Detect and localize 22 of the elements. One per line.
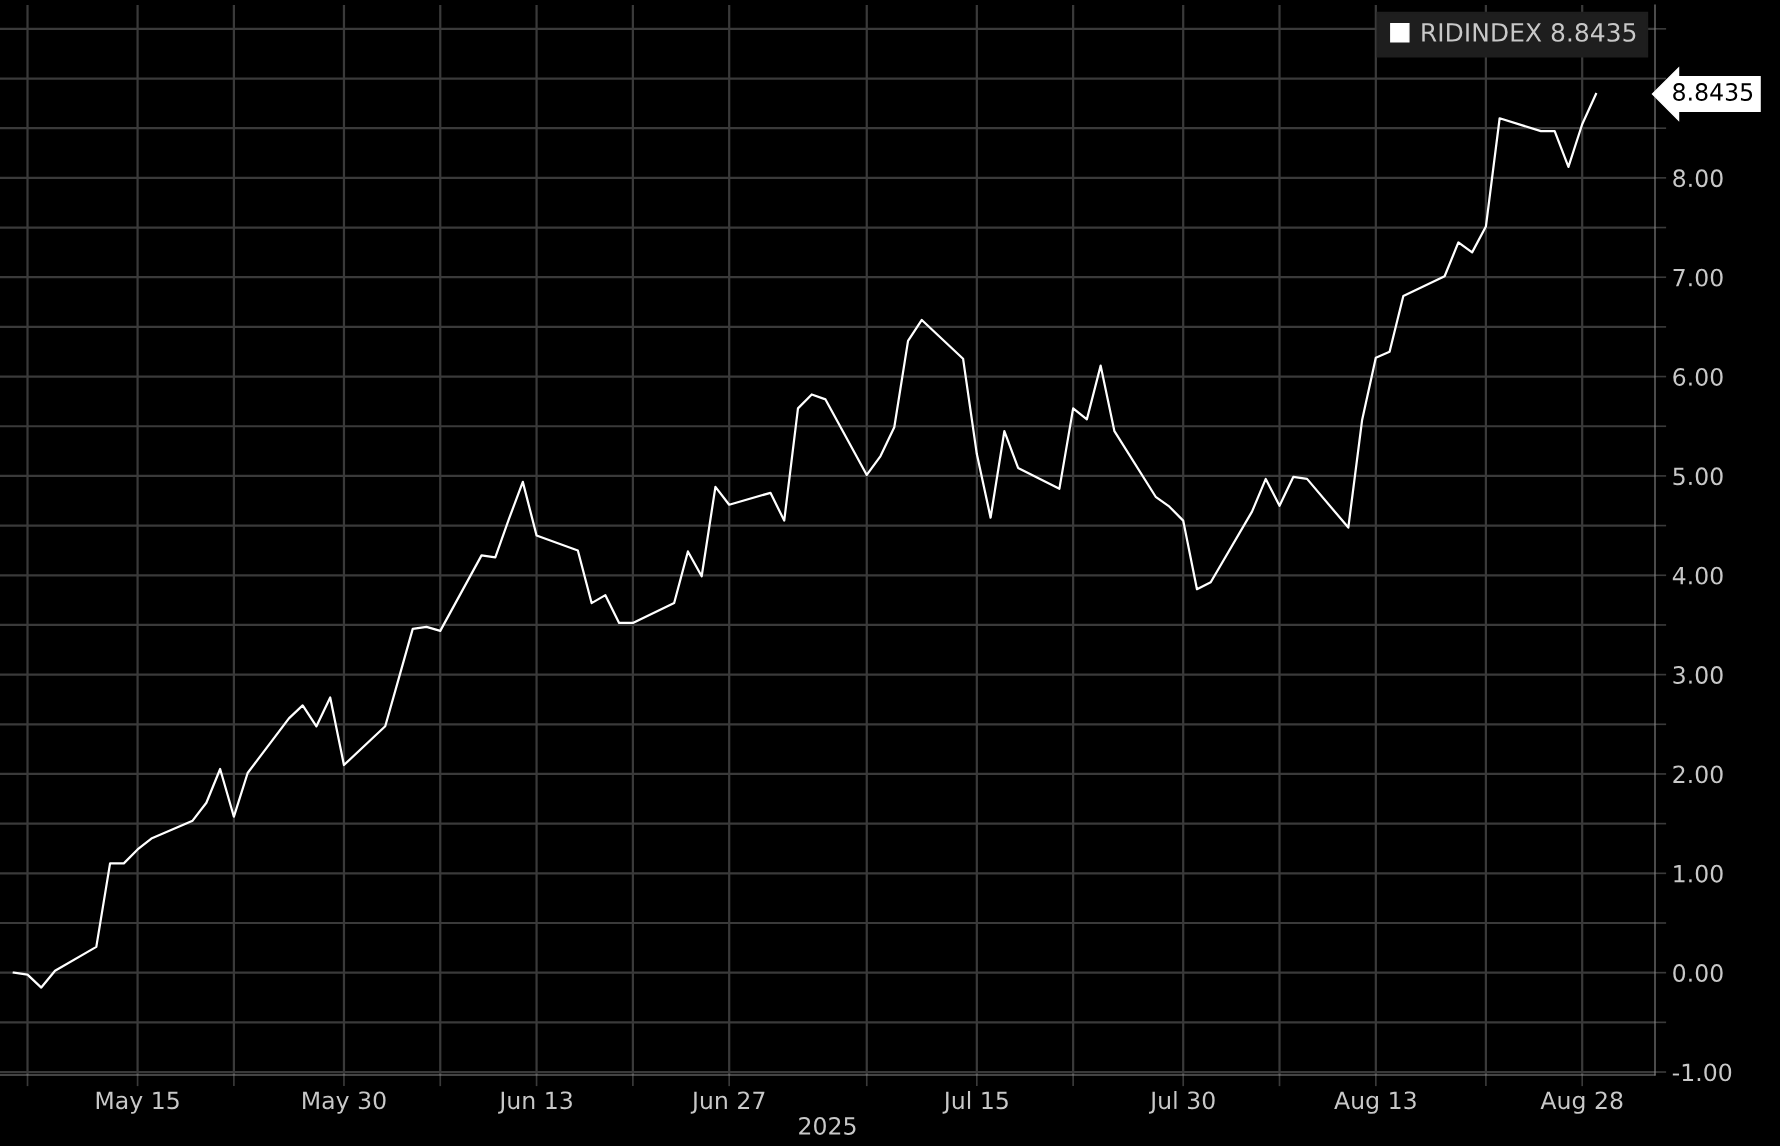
- y-tick-label: 3.00: [1673, 666, 1723, 684]
- x-tick-label: May 30: [303, 1091, 386, 1114]
- x-tick-label: Aug 13: [1334, 1091, 1416, 1114]
- y-tick-label: 8.00: [1673, 169, 1723, 188]
- text: 8.8435: [1673, 83, 1753, 101]
- x-tick-label: May 15: [96, 1091, 179, 1114]
- x-tick-label: Jun 27: [690, 1091, 765, 1114]
- y-tick-label: 4.00: [1672, 566, 1723, 585]
- x-tick-label: Jul 30: [1148, 1090, 1215, 1114]
- line-series: [12, 92, 1598, 989]
- y-tick-label: 5.00: [1673, 467, 1723, 486]
- x-tick-label: Aug 28: [1540, 1091, 1623, 1114]
- y-tick-label: -1.00: [1672, 1063, 1732, 1082]
- legend-label: RIDINDEX 8.8435: [1422, 22, 1636, 42]
- x-tick-label: Jul 15: [942, 1090, 1008, 1114]
- y-tick-label: 2.00: [1673, 765, 1723, 784]
- y-tick-label: 6.00: [1673, 368, 1723, 386]
- y-tick-label: 1.00: [1674, 864, 1723, 883]
- y-tick-label: 7.00: [1673, 268, 1723, 287]
- x-tick-label: Jun 13: [498, 1091, 572, 1114]
- x-axis-title: 2025: [799, 1117, 856, 1135]
- y-tick-label: 0.00: [1673, 964, 1723, 982]
